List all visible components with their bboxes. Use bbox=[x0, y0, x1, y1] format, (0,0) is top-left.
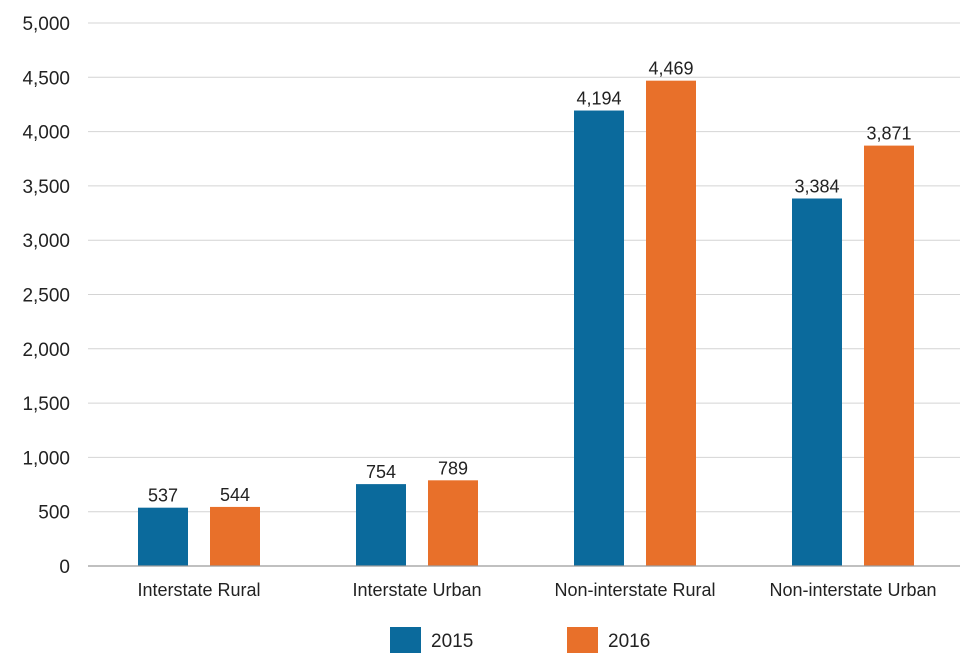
y-tick-label: 1,500 bbox=[22, 394, 70, 415]
legend-swatch-2016 bbox=[567, 627, 598, 653]
bar-2015 bbox=[574, 110, 624, 566]
legend-swatch-2015 bbox=[390, 627, 421, 653]
legend: 2015 2016 bbox=[390, 627, 650, 653]
data-label: 789 bbox=[438, 458, 468, 478]
data-label: 544 bbox=[220, 485, 250, 505]
y-tick-label: 2,500 bbox=[22, 286, 70, 307]
data-label: 4,469 bbox=[648, 59, 693, 79]
y-tick-label: 4,500 bbox=[22, 68, 70, 89]
bar-2016 bbox=[646, 80, 696, 567]
category-label: Interstate Rural bbox=[137, 580, 260, 600]
category-label: Interstate Urban bbox=[352, 580, 481, 600]
bar-2016 bbox=[428, 480, 478, 566]
bar-2015 bbox=[792, 198, 842, 566]
bar-2016 bbox=[864, 145, 914, 566]
y-tick-label: 2,000 bbox=[22, 340, 70, 361]
data-labels: 537 544 754 789 4,194 4,469 3,384 3,871 bbox=[148, 59, 912, 506]
y-tick-label: 3,500 bbox=[22, 177, 70, 198]
gridlines bbox=[88, 22, 960, 513]
data-label: 3,871 bbox=[866, 124, 911, 144]
data-label: 3,384 bbox=[794, 176, 839, 196]
category-label: Non-interstate Urban bbox=[769, 580, 936, 600]
data-label: 537 bbox=[148, 486, 178, 506]
legend-label-2015: 2015 bbox=[431, 631, 473, 652]
legend-label-2016: 2016 bbox=[608, 631, 650, 652]
y-tick-label: 4,000 bbox=[22, 123, 70, 144]
y-tick-label: 5,000 bbox=[22, 14, 70, 35]
data-label: 754 bbox=[366, 462, 396, 482]
bar-2016 bbox=[210, 506, 260, 566]
y-tick-label: 3,000 bbox=[22, 231, 70, 252]
y-tick-label: 1,000 bbox=[22, 448, 70, 469]
data-label: 4,194 bbox=[576, 89, 621, 109]
x-axis-categories: Interstate Rural Interstate Urban Non-inte… bbox=[137, 580, 936, 600]
bars bbox=[138, 80, 914, 567]
y-tick-label: 0 bbox=[59, 557, 70, 578]
y-tick-label: 500 bbox=[38, 503, 70, 524]
bar-2015 bbox=[138, 507, 188, 566]
category-label: Non-interstate Rural bbox=[554, 580, 715, 600]
bar-2015 bbox=[356, 484, 406, 566]
y-axis-ticks: 0 500 1,000 1,500 2,000 2,500 3,000 3,500 4,000 4… bbox=[22, 14, 70, 578]
